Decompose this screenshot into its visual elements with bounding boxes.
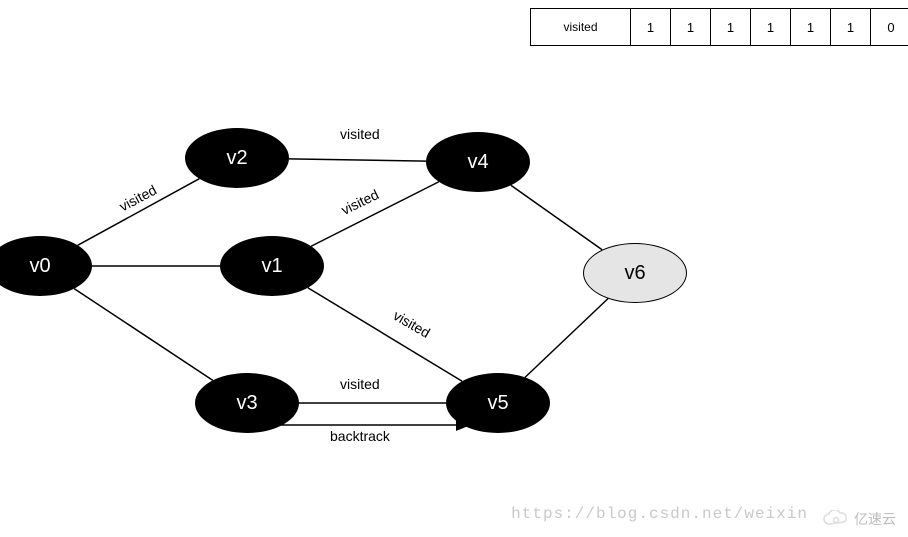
node-v3: v3	[195, 373, 299, 433]
edge-label: visited	[340, 126, 380, 142]
node-label: v5	[487, 392, 508, 415]
watermark-url: https://blog.csdn.net/weixin	[511, 505, 808, 523]
node-label: v3	[236, 392, 257, 415]
cloud-icon	[822, 510, 850, 528]
node-label: v1	[261, 255, 282, 278]
edge-label: visited	[117, 182, 160, 215]
node-v5: v5	[446, 373, 550, 433]
edge-label: visited	[340, 376, 380, 392]
node-v4: v4	[426, 132, 530, 192]
edge-label: visited	[339, 186, 382, 218]
watermark-logo: 亿速云	[822, 509, 896, 529]
edge-label: visited	[391, 307, 433, 341]
graph-edge-labels-layer: visited visited visited visited visited backt…	[0, 0, 908, 537]
node-label: v0	[29, 255, 50, 278]
node-v6: v6	[583, 243, 687, 303]
node-label: v6	[624, 262, 645, 285]
node-label: v2	[226, 147, 247, 170]
node-v2: v2	[185, 128, 289, 188]
backtrack-label: backtrack	[330, 428, 390, 444]
node-label: v4	[467, 151, 488, 174]
watermark-logo-text: 亿速云	[854, 509, 896, 529]
node-v1: v1	[220, 236, 324, 296]
